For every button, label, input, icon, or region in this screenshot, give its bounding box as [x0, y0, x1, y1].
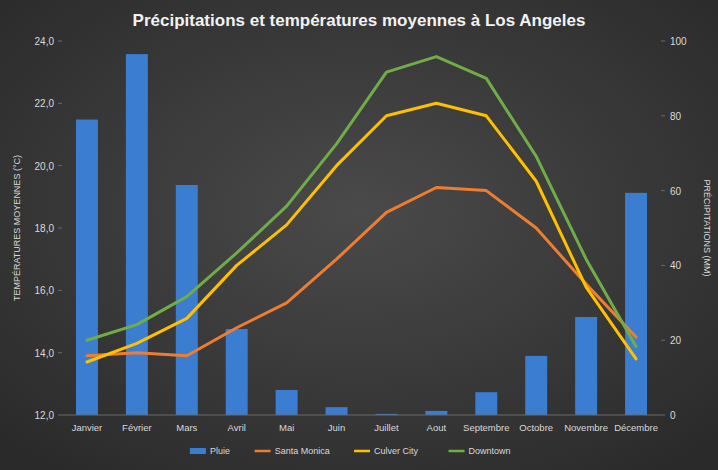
y2-tick	[661, 265, 665, 266]
bar	[525, 356, 547, 415]
y2-tick-label: 0	[670, 410, 676, 421]
y-tick	[58, 290, 62, 291]
x-tick-label: Juin	[328, 422, 345, 433]
y2-tick	[661, 340, 665, 341]
y-tick-label: 22,0	[35, 98, 55, 109]
x-tick-label: Février	[122, 422, 152, 433]
y2-axis-label: PRÉCIPITATIONS (MM)	[702, 179, 712, 276]
legend: Pluie Santa Monica Culver City Downtown	[190, 446, 511, 456]
line	[87, 103, 636, 362]
legend-swatch	[255, 450, 271, 453]
y2-tick-label: 40	[670, 260, 682, 271]
y-tick-label: 20,0	[35, 161, 55, 172]
y-tick	[58, 415, 62, 416]
x-axis-line	[62, 415, 661, 416]
bar	[126, 54, 148, 415]
bar	[226, 329, 248, 415]
legend-label: Downtown	[469, 446, 511, 456]
x-tick-label: Septembre	[463, 422, 509, 433]
y2-tick	[661, 415, 665, 416]
legend-swatch	[449, 450, 465, 453]
y-tick	[58, 165, 62, 166]
background	[0, 0, 718, 470]
bar	[475, 392, 497, 415]
bar	[76, 120, 98, 415]
x-tick-label: Novembre	[564, 422, 608, 433]
y-tick-label: 18,0	[35, 223, 55, 234]
y2-tick	[661, 41, 665, 42]
legend-label: Pluie	[210, 446, 230, 456]
x-tick-label: Avril	[228, 422, 246, 433]
y2-tick-label: 80	[670, 111, 682, 122]
y-tick-label: 16,0	[35, 285, 55, 296]
x-tick-label: Octobre	[519, 422, 553, 433]
plot-area	[76, 54, 647, 415]
x-tick-label: Janvier	[72, 422, 103, 433]
line	[87, 187, 636, 355]
legend-swatch	[354, 450, 370, 453]
legend-label: Culver City	[374, 446, 419, 456]
bar	[425, 411, 447, 415]
y-tick	[58, 103, 62, 104]
x-tick-label: Aout	[427, 422, 447, 433]
legend-swatch	[190, 448, 206, 454]
y-tick-label: 14,0	[35, 348, 55, 359]
y2-tick	[661, 190, 665, 191]
line	[87, 57, 636, 347]
y2-tick	[661, 115, 665, 116]
y-tick-label: 12,0	[35, 410, 55, 421]
bar	[276, 390, 298, 415]
y-axis-label: TEMPÉRATURES MOYENNES (°C)	[12, 155, 22, 301]
y-tick-label: 24,0	[35, 36, 55, 47]
x-tick-label: Décembre	[614, 422, 658, 433]
y2-tick-label: 20	[670, 335, 682, 346]
y2-tick-label: 100	[670, 36, 687, 47]
y-tick	[58, 228, 62, 229]
chart: Précipitations et températures moyennes …	[0, 0, 718, 470]
x-tick-label: Juillet	[374, 422, 399, 433]
bar	[326, 407, 348, 415]
bar	[575, 317, 597, 415]
y-tick	[58, 41, 62, 42]
bar	[625, 193, 647, 415]
y-tick	[58, 352, 62, 353]
x-tick-label: Mai	[279, 422, 294, 433]
x-tick-label: Mars	[176, 422, 197, 433]
title: Précipitations et températures moyennes …	[133, 11, 586, 30]
y2-tick-label: 60	[670, 186, 682, 197]
legend-label: Santa Monica	[275, 446, 330, 456]
